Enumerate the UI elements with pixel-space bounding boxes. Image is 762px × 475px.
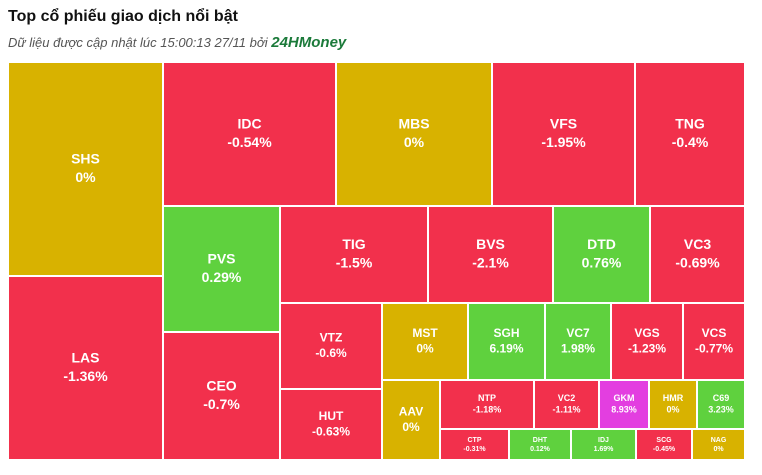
tile bbox=[600, 381, 648, 428]
tile bbox=[383, 381, 439, 459]
tile bbox=[281, 207, 427, 302]
tile-value: -1.11% bbox=[552, 405, 580, 415]
tile-label: MST bbox=[412, 326, 438, 340]
tile bbox=[383, 304, 467, 379]
tile bbox=[535, 381, 598, 428]
tile-value: 0.12% bbox=[530, 446, 551, 453]
tile-value: 0% bbox=[666, 405, 679, 415]
tile-value: 0% bbox=[713, 446, 724, 453]
subtitle: Dữ liệu được cập nhật lúc 15:00:13 27/11… bbox=[8, 35, 268, 50]
tile bbox=[650, 381, 696, 428]
tile-label: CTP bbox=[468, 437, 482, 444]
tile-value: -1.23% bbox=[628, 341, 666, 355]
tile-label: HMR bbox=[663, 393, 684, 403]
tile bbox=[9, 63, 162, 275]
tile bbox=[510, 430, 570, 459]
tile-value: 0% bbox=[404, 134, 425, 150]
tile-label: GKM bbox=[614, 393, 635, 403]
tile bbox=[164, 63, 335, 205]
tile bbox=[693, 430, 744, 459]
tile-value: 3.23% bbox=[708, 405, 734, 415]
tile bbox=[281, 390, 381, 459]
tile bbox=[698, 381, 744, 428]
tile-label: HUT bbox=[319, 409, 344, 423]
tile-label: DHT bbox=[533, 437, 548, 444]
tile-value: 1.98% bbox=[561, 341, 595, 355]
tile-value: -0.77% bbox=[695, 341, 733, 355]
chart-title: Top cổ phiếu giao dịch nổi bật bbox=[8, 8, 238, 25]
tile-value: -0.4% bbox=[672, 134, 709, 150]
tile-label: LAS bbox=[72, 350, 100, 366]
tile-label: NAG bbox=[711, 437, 727, 444]
tile-value: -0.7% bbox=[203, 396, 240, 412]
tile-label: TIG bbox=[342, 236, 365, 252]
tile bbox=[636, 63, 744, 205]
tile bbox=[337, 63, 491, 205]
tile-label: VGS bbox=[634, 326, 659, 340]
tile-label: AAV bbox=[399, 404, 423, 418]
tile bbox=[429, 207, 552, 302]
tile-label: VFS bbox=[550, 116, 577, 132]
tile-value: -0.31% bbox=[463, 446, 486, 453]
tile-label: PVS bbox=[207, 251, 235, 267]
tile-value: -0.54% bbox=[227, 134, 272, 150]
tile bbox=[546, 304, 610, 379]
tile-label: SHS bbox=[71, 151, 100, 167]
tile bbox=[684, 304, 744, 379]
tile-value: 0% bbox=[75, 169, 96, 185]
tile-label: IDJ bbox=[598, 437, 609, 444]
tile bbox=[164, 333, 279, 459]
tile-label: SCG bbox=[656, 437, 672, 444]
tile-value: 1.69% bbox=[594, 446, 615, 453]
tile bbox=[637, 430, 691, 459]
tile-label: MBS bbox=[398, 116, 429, 132]
tile bbox=[572, 430, 635, 459]
tile-value: -0.69% bbox=[675, 254, 720, 270]
tile-value: -0.45% bbox=[653, 446, 676, 453]
tile-value: 0% bbox=[416, 341, 434, 355]
tile bbox=[281, 304, 381, 388]
tile-label: SGH bbox=[493, 326, 519, 340]
tile-label: VCS bbox=[702, 326, 727, 340]
tile bbox=[612, 304, 682, 379]
tile-label: VTZ bbox=[320, 330, 343, 344]
tile-label: TNG bbox=[675, 116, 705, 132]
tile-value: 0% bbox=[402, 420, 420, 434]
tile bbox=[554, 207, 649, 302]
tile-label: VC3 bbox=[684, 236, 711, 252]
subtitle-row: Dữ liệu được cập nhật lúc 15:00:13 27/11… bbox=[8, 34, 346, 51]
tile-label: CEO bbox=[206, 378, 236, 394]
tile-label: DTD bbox=[587, 236, 616, 252]
tile bbox=[651, 207, 744, 302]
tile-value: -0.6% bbox=[315, 346, 347, 360]
tile-label: VC2 bbox=[558, 393, 576, 403]
tile-value: 8.93% bbox=[611, 405, 637, 415]
source: 24HMoney bbox=[271, 34, 347, 51]
tile-value: 6.19% bbox=[489, 341, 523, 355]
tile-value: -2.1% bbox=[472, 254, 509, 270]
tile bbox=[469, 304, 544, 379]
tile-value: 0.29% bbox=[202, 269, 242, 285]
tile bbox=[441, 381, 533, 428]
tile-value: -1.18% bbox=[473, 405, 502, 415]
tile-label: NTP bbox=[478, 393, 496, 403]
tile bbox=[441, 430, 508, 459]
tile bbox=[164, 207, 279, 331]
tile-value: 0.76% bbox=[582, 254, 622, 270]
tile-value: -1.5% bbox=[336, 254, 373, 270]
tile-label: VC7 bbox=[566, 326, 590, 340]
tile-label: C69 bbox=[713, 393, 730, 403]
tile-label: BVS bbox=[476, 236, 505, 252]
tile-label: IDC bbox=[237, 116, 261, 132]
tile bbox=[493, 63, 634, 205]
tile bbox=[9, 277, 162, 459]
tile-value: -1.95% bbox=[541, 134, 586, 150]
tile-value: -1.36% bbox=[63, 368, 108, 384]
tile-value: -0.63% bbox=[312, 424, 350, 438]
